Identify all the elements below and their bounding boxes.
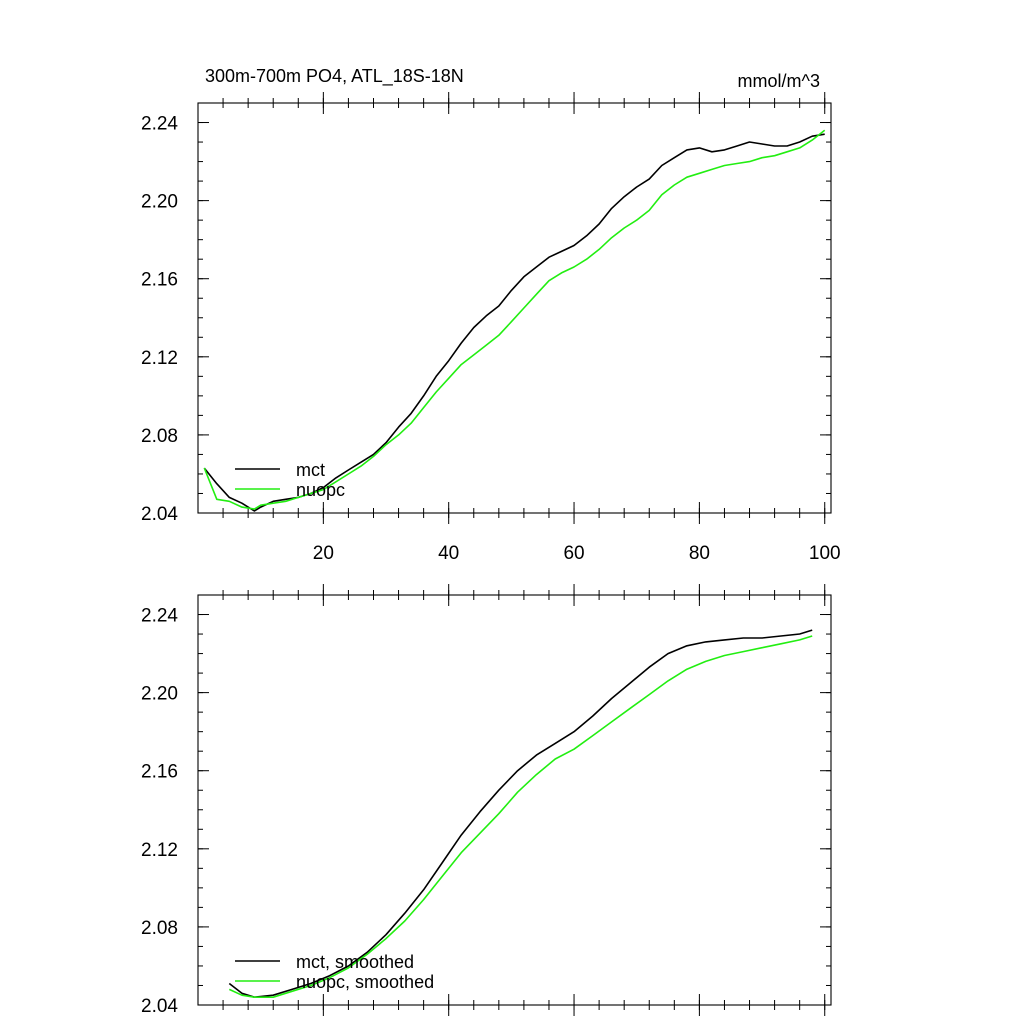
bottom-panel: 2.04 2.08 2.12 2.16 2.20 2.24 mct, smoot… (141, 584, 832, 1017)
y-tick-label: 2.08 (141, 918, 178, 939)
top-y-tick-labels: 2.04 2.08 2.12 2.16 2.20 2.24 (141, 114, 178, 525)
y-tick-label: 2.20 (141, 684, 178, 705)
chart-title: 300m-700m PO4, ATL_18S-18N (205, 66, 464, 87)
y-tick-label: 2.20 (141, 192, 178, 213)
y-tick-label: 2.16 (141, 762, 178, 783)
legend: mct nuopc (235, 460, 345, 500)
legend-label-nuopc: nuopc (296, 480, 345, 500)
legend: mct, smoothed nuopc, smoothed (235, 952, 434, 992)
x-tick-label: 80 (689, 543, 710, 564)
legend-label-mct: mct (296, 460, 325, 480)
y-tick-label: 2.12 (141, 348, 178, 369)
legend-label-mct-smoothed: mct, smoothed (296, 952, 414, 972)
legend-label-nuopc-smoothed: nuopc, smoothed (296, 972, 434, 992)
units-label: mmol/m^3 (738, 71, 820, 91)
series-line-mct-smoothed (228, 629, 813, 999)
y-tick-label: 2.04 (141, 504, 178, 525)
x-tick-label: 100 (809, 543, 841, 564)
bottom-plot-frame (197, 594, 832, 1006)
y-tick-label: 2.24 (141, 114, 178, 135)
x-tick-label: 60 (563, 543, 584, 564)
top-x-tick-labels: 20 40 60 80 100 (313, 543, 841, 564)
top-plot-frame (197, 102, 832, 514)
y-tick-label: 2.04 (141, 996, 178, 1017)
series-line-mct (203, 133, 825, 512)
bottom-axis-ticks (198, 584, 831, 1016)
x-tick-label: 40 (438, 543, 459, 564)
x-tick-label: 20 (313, 543, 334, 564)
top-axis-ticks (198, 92, 831, 524)
y-tick-label: 2.12 (141, 840, 178, 861)
y-tick-label: 2.24 (141, 606, 178, 627)
y-tick-label: 2.16 (141, 270, 178, 291)
series-line-nuopc (203, 129, 826, 510)
series-line-nuopc-smoothed (228, 635, 813, 999)
y-tick-label: 2.08 (141, 426, 178, 447)
top-panel: 300m-700m PO4, ATL_18S-18N mmol/m^3 2.04… (141, 66, 841, 564)
bottom-y-tick-labels: 2.04 2.08 2.12 2.16 2.20 2.24 (141, 606, 178, 1017)
